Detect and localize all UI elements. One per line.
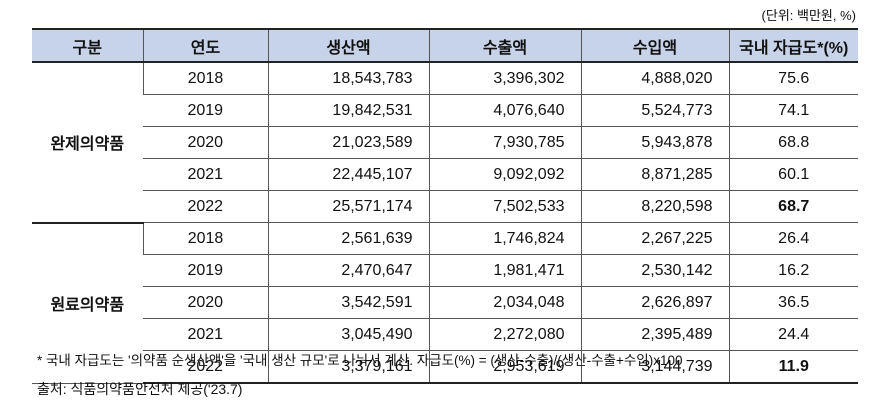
cell-import: 4,888,020 bbox=[580, 61, 729, 95]
raw-materials-section: 원료의약품 2018 2,561,639 1,746,824 2,267,225… bbox=[32, 221, 858, 384]
header-row: 구분 연도 생산액 수출액 수입액 국내 자급도*(%) bbox=[32, 28, 858, 63]
cell-rate: 74.1 bbox=[728, 94, 858, 127]
cell-year: 2018 bbox=[142, 222, 268, 255]
table-row: 2021 3,045,490 2,272,080 2,395,489 24.4 bbox=[32, 318, 858, 351]
cell-rate-highlight: 11.9 bbox=[728, 350, 858, 384]
table-row: 2021 22,445,107 9,092,092 8,871,285 60.1 bbox=[32, 158, 858, 191]
group-label-raw-materials: 원료의약품 bbox=[32, 221, 143, 384]
cell-rate: 24.4 bbox=[728, 318, 858, 351]
header-category: 구분 bbox=[32, 28, 143, 63]
header-production: 생산액 bbox=[267, 28, 429, 63]
cell-rate-highlight: 68.7 bbox=[728, 190, 858, 223]
cell-import: 5,524,773 bbox=[580, 94, 729, 127]
cell-export: 4,076,640 bbox=[428, 94, 581, 127]
cell-production: 3,379,161 bbox=[267, 350, 429, 384]
cell-rate: 26.4 bbox=[728, 222, 858, 255]
cell-export: 9,092,092 bbox=[428, 158, 581, 191]
cell-year: 2020 bbox=[143, 126, 268, 159]
cell-export: 7,502,533 bbox=[428, 190, 581, 223]
cell-production: 22,445,107 bbox=[267, 158, 429, 191]
finished-drugs-section: 완제의약품 2018 18,543,783 3,396,302 4,888,02… bbox=[32, 61, 858, 223]
cell-import: 2,267,225 bbox=[580, 222, 729, 255]
header-import: 수입액 bbox=[580, 28, 729, 63]
cell-year: 2022 bbox=[143, 350, 268, 384]
cell-production: 2,470,647 bbox=[267, 254, 429, 287]
cell-rate: 16.2 bbox=[728, 254, 858, 287]
cell-rate: 36.5 bbox=[728, 286, 858, 319]
table-row: 2020 21,023,589 7,930,785 5,943,878 68.8 bbox=[32, 126, 858, 159]
cell-rate: 75.6 bbox=[728, 61, 858, 95]
cell-production: 18,543,783 bbox=[267, 61, 429, 95]
table-row: 완제의약품 2018 18,543,783 3,396,302 4,888,02… bbox=[32, 61, 858, 223]
cell-production: 25,571,174 bbox=[267, 190, 429, 223]
table-row: 2022 25,571,174 7,502,533 8,220,598 68.7 bbox=[32, 190, 858, 223]
pharma-self-sufficiency-table: 구분 연도 생산액 수출액 수입액 국내 자급도*(%) 완제의약품 2018 … bbox=[32, 28, 858, 384]
header-export: 수출액 bbox=[428, 28, 581, 63]
header-year: 연도 bbox=[142, 28, 268, 63]
table-row: 2020 3,542,591 2,034,048 2,626,897 36.5 bbox=[32, 286, 858, 319]
cell-production: 19,842,531 bbox=[267, 94, 429, 127]
cell-export: 1,981,471 bbox=[428, 254, 581, 287]
footnote: * 국내 자급도는 '의약품 순생산액'을 '국내 생산 규모'로 나눠서 계산… bbox=[37, 353, 683, 368]
cell-import: 3,144,739 bbox=[580, 350, 729, 384]
cell-year: 2021 bbox=[143, 158, 268, 191]
cell-rate: 68.8 bbox=[728, 126, 858, 159]
cell-year: 2019 bbox=[143, 254, 268, 287]
source-note: 출처: 식품의약품안전처 제공('23.7) bbox=[37, 381, 243, 397]
cell-import: 8,220,598 bbox=[580, 190, 729, 223]
cell-import: 2,530,142 bbox=[580, 254, 729, 287]
table-row: 원료의약품 2018 2,561,639 1,746,824 2,267,225… bbox=[32, 221, 858, 384]
unit-note: (단위: 백만원, %) bbox=[761, 8, 856, 23]
cell-year: 2022 bbox=[143, 190, 268, 223]
cell-year: 2019 bbox=[143, 94, 268, 127]
header-self-sufficiency: 국내 자급도*(%) bbox=[728, 28, 858, 63]
cell-year: 2018 bbox=[142, 61, 268, 95]
cell-production: 3,542,591 bbox=[267, 286, 429, 319]
cell-import: 2,395,489 bbox=[580, 318, 729, 351]
cell-export: 2,034,048 bbox=[428, 286, 581, 319]
cell-production: 21,023,589 bbox=[267, 126, 429, 159]
table-row: 2019 2,470,647 1,981,471 2,530,142 16.2 bbox=[32, 254, 858, 287]
table-row: 2019 19,842,531 4,076,640 5,524,773 74.1 bbox=[32, 94, 858, 127]
cell-production: 2,561,639 bbox=[267, 222, 429, 255]
cell-export: 7,930,785 bbox=[428, 126, 581, 159]
cell-export: 2,953,619 bbox=[428, 350, 581, 384]
cell-production: 3,045,490 bbox=[267, 318, 429, 351]
cell-year: 2021 bbox=[143, 318, 268, 351]
group-label-finished-drugs: 완제의약품 bbox=[32, 61, 143, 223]
cell-rate: 60.1 bbox=[728, 158, 858, 191]
cell-import: 5,943,878 bbox=[580, 126, 729, 159]
cell-export: 3,396,302 bbox=[428, 61, 581, 95]
cell-export: 2,272,080 bbox=[428, 318, 581, 351]
cell-import: 2,626,897 bbox=[580, 286, 729, 319]
table-row: 2022 3,379,161 2,953,619 3,144,739 11.9 bbox=[32, 350, 858, 384]
cell-import: 8,871,285 bbox=[580, 158, 729, 191]
cell-export: 1,746,824 bbox=[428, 222, 581, 255]
cell-year: 2020 bbox=[143, 286, 268, 319]
